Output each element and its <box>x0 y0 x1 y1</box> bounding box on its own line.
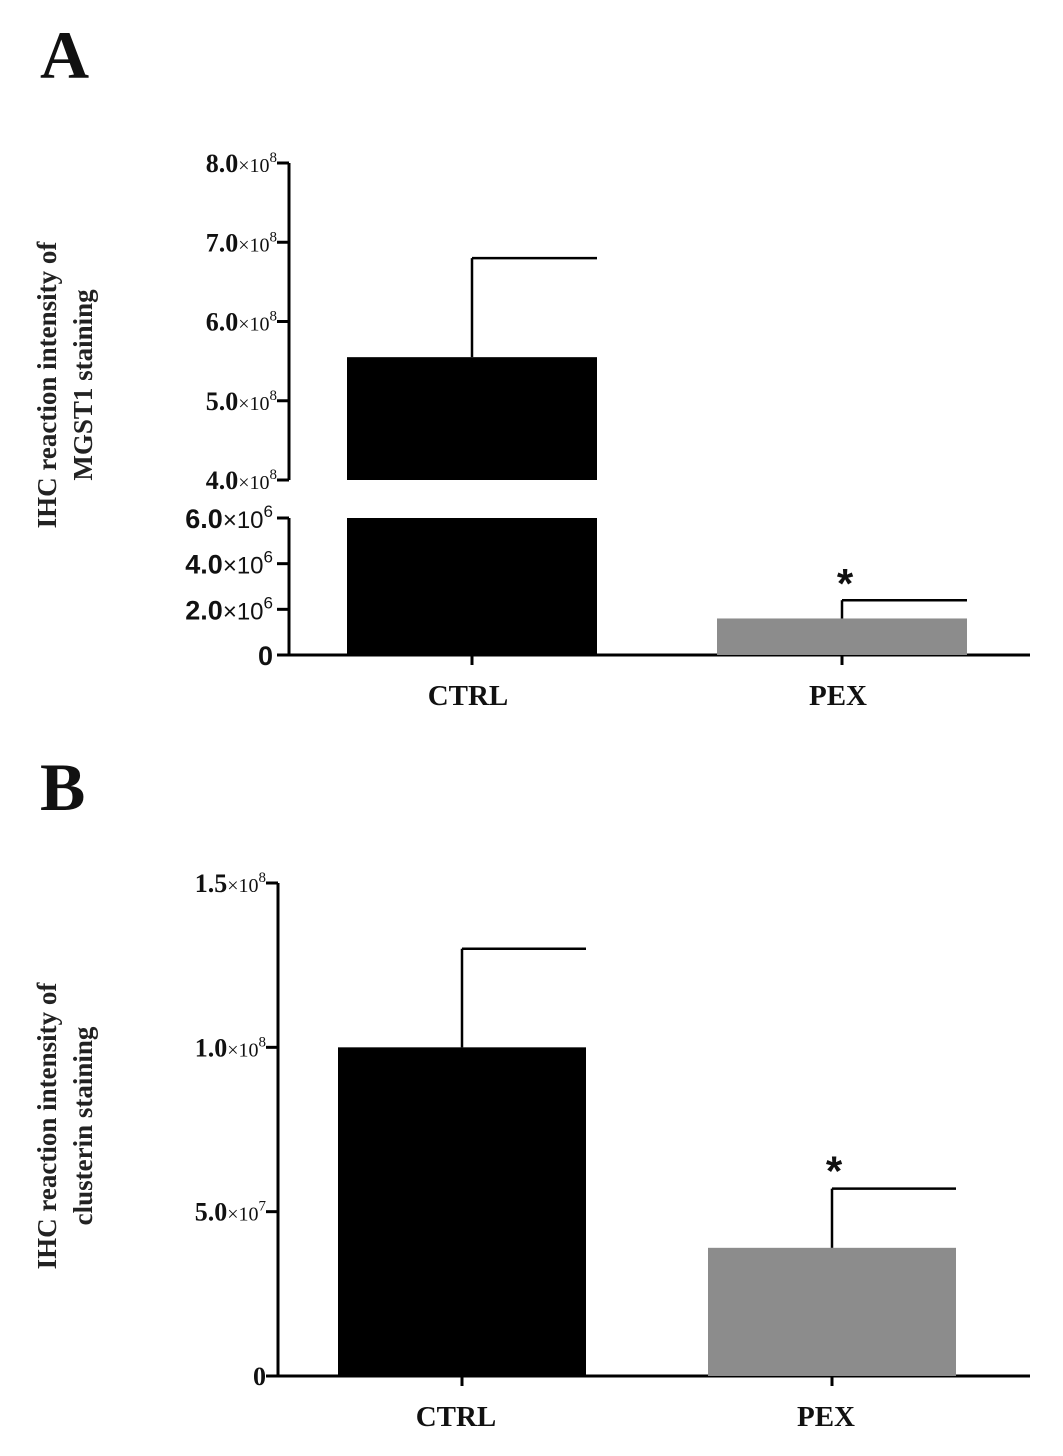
y-tick-label: 6.0×108 <box>206 308 277 337</box>
bar <box>708 1247 956 1376</box>
y-tick-label: 1.5×108 <box>195 869 266 898</box>
bar <box>338 1047 586 1376</box>
panel-b-chart: 0 5.0×107 1.0×108 1.5×108 CTRL * PEX <box>195 869 1030 1433</box>
y-tick-label: 2.0×106 <box>185 593 273 625</box>
y-tick-label: 8.0×108 <box>206 149 277 178</box>
panel-a-label: A <box>40 17 89 93</box>
significance-marker: * <box>837 560 854 607</box>
x-tick-label: CTRL <box>416 1401 497 1433</box>
bar <box>717 618 967 655</box>
bar <box>347 357 597 480</box>
bar <box>347 518 597 655</box>
panel-a-y-axis-label-line2: MGST1 staining <box>68 289 98 481</box>
panel-b-y-axis-label-line2: clusterin staining <box>68 1026 98 1225</box>
y-tick-label: 1.0×108 <box>195 1033 266 1062</box>
y-tick-label: 7.0×108 <box>206 228 277 257</box>
y-tick-label: 5.0×108 <box>206 387 277 416</box>
panel-b-label: B <box>40 749 85 825</box>
x-tick-label: CTRL <box>428 680 509 712</box>
panel-a-chart: 4.0×108 5.0×108 6.0×108 7.0×108 8.0×108 0 2.0×… <box>185 149 1030 712</box>
y-tick-label: 5.0×107 <box>195 1198 267 1227</box>
x-tick-label: PEX <box>809 680 867 712</box>
y-tick-label: 6.0×106 <box>185 502 273 534</box>
panel-a-y-axis-label-line1: IHC reaction intensity of <box>32 241 62 529</box>
panel-b-y-axis-label-line1: IHC reaction intensity of <box>32 982 62 1270</box>
y-tick-label: 0 <box>258 641 273 671</box>
y-tick-label: 4.0×106 <box>185 548 273 580</box>
y-tick-label: 4.0×108 <box>206 466 277 495</box>
significance-marker: * <box>826 1148 843 1195</box>
x-tick-label: PEX <box>797 1401 855 1433</box>
y-tick-label: 0 <box>253 1362 266 1391</box>
